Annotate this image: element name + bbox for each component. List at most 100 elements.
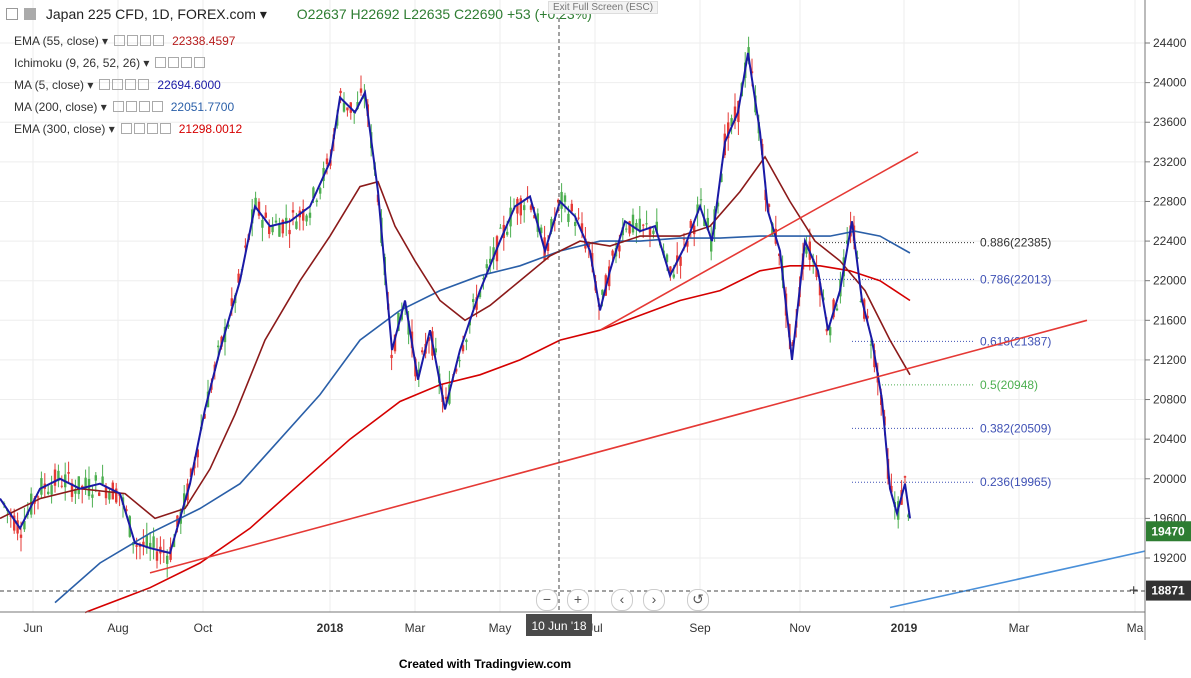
scroll-left-button[interactable]: ‹ [611,589,633,611]
dropdown-icon[interactable]: ▾ [255,6,267,22]
candle-body [84,477,87,489]
indicator-controls[interactable] [112,100,165,114]
candle-body [285,217,288,224]
candle-body [257,201,261,216]
candle-body [669,266,672,273]
chevron-down-icon[interactable]: ▾ [140,56,150,70]
visibility-icon[interactable] [99,79,111,90]
add-icon[interactable] [125,79,137,90]
y-tick-label: 22400 [1153,234,1187,248]
settings-icon[interactable] [125,101,137,112]
chevron-down-icon[interactable]: ▾ [98,34,109,48]
chevron-down-icon[interactable]: ▾ [97,100,107,114]
candle-body [278,224,281,237]
candle-body [312,187,315,199]
indicator-controls[interactable] [114,34,166,48]
price-chart[interactable]: 0.886(22385)0.786(22013)0.618(21387)0.5(… [0,0,1191,640]
trendline [599,151,919,331]
indicator-row[interactable]: Ichimoku (9, 26, 52, 26) ▾ [14,56,213,70]
candle-body [523,205,526,211]
series-line [0,155,911,520]
reset-chart-button[interactable]: ↺ [687,589,709,611]
candle-body [108,492,111,500]
candle-body [818,283,822,296]
candle-body [655,221,658,232]
candle-body [274,220,278,223]
indicator-controls[interactable] [99,78,151,92]
visibility-icon[interactable] [114,35,126,46]
candle-body [319,188,322,194]
settings-icon[interactable] [127,35,139,46]
candle-body [295,221,298,229]
candle-body [689,220,692,228]
candle-body [57,470,60,482]
visibility-icon[interactable] [112,101,124,112]
visibility-icon[interactable] [155,57,167,68]
candle-body [866,315,869,319]
candle-body [465,339,468,343]
add-icon[interactable] [140,35,152,46]
indicator-value: 22338.4597 [172,34,236,48]
indicator-row[interactable]: MA (5, close) ▾ 22694.6000 [14,78,221,92]
indicator-row[interactable]: MA (200, close) ▾ 22051.7700 [14,100,234,114]
exit-fullscreen-button[interactable]: Exit Full Screen (ESC) [548,1,659,14]
symbol-title: Japan 225 CFD, 1D, FOREX.com [45,6,256,22]
candle-body [325,158,329,165]
chart-header: Japan 225 CFD, 1D, FOREX.com ▾ O22637 H2… [6,6,592,23]
close-icon[interactable] [194,57,206,68]
chevron-down-icon[interactable]: ▾ [84,78,94,92]
settings-icon[interactable] [112,79,124,90]
candle-body [104,486,108,499]
candle-body [115,488,118,503]
ohlc-values: O22637 H22692 L22635 C22690 [296,6,504,22]
candle-body [499,227,502,229]
series-line [84,265,911,614]
indicator-controls[interactable] [120,122,173,136]
trendline [149,319,1088,574]
chevron-down-icon[interactable]: ▾ [105,122,115,136]
y-tick-label: 24000 [1153,76,1187,90]
settings-icon[interactable] [133,123,145,134]
indicator-row[interactable]: EMA (55, close) ▾ 22338.4597 [14,34,235,48]
close-icon[interactable] [138,79,150,90]
visibility-icon[interactable] [120,123,132,134]
candle-body [135,545,138,547]
candle-body [516,198,519,214]
zoom-in-button[interactable]: + [567,589,589,611]
indicator-row[interactable]: EMA (300, close) ▾ 21298.0012 [14,122,242,136]
add-icon[interactable] [138,101,150,112]
candle-body [890,485,893,493]
candle-body [676,255,679,262]
close-icon[interactable] [151,101,163,112]
candle-body [846,240,849,244]
collapse-icon[interactable] [6,8,18,20]
candle-body [67,472,70,474]
zoom-out-button[interactable]: − [536,589,558,611]
candle-body [907,514,910,518]
candle-body [485,264,488,269]
add-icon[interactable] [146,123,158,134]
add-icon[interactable] [181,57,193,68]
candle-body [903,476,907,478]
x-tick-label: 2019 [891,621,918,635]
candle-body [478,291,482,298]
candle-body [261,220,264,228]
candle-body [618,245,621,252]
candle-body [302,209,305,221]
candle-body [587,242,590,248]
x-tick-label: Aug [107,621,128,635]
settings-icon[interactable] [168,57,180,68]
candle-body [720,173,723,183]
candle-body [815,267,818,278]
candle-body [254,197,257,209]
candle-body [155,551,159,561]
indicator-value: 22051.7700 [170,100,235,114]
scroll-right-button[interactable]: › [643,589,665,611]
close-icon[interactable] [153,35,165,46]
candle-body [665,254,669,263]
indicator-controls[interactable] [155,56,207,70]
indicator-lines [0,52,911,614]
candle-body [455,368,458,372]
close-icon[interactable] [159,123,171,134]
candle-body [458,360,461,362]
